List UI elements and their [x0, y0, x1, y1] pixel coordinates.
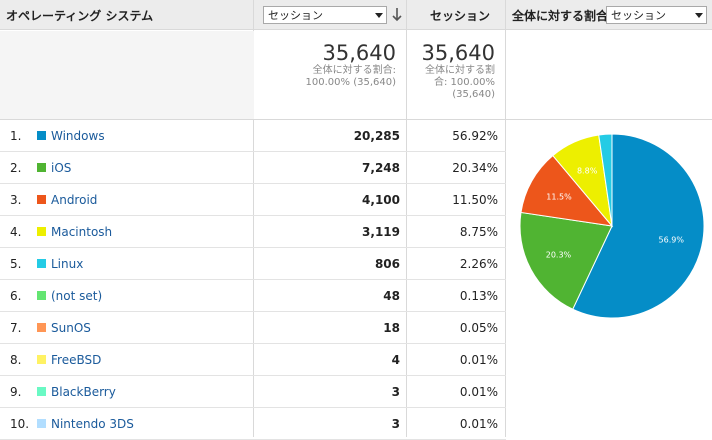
sessions-value: 20,285 [353, 129, 400, 143]
table-row: 8. FreeBSD 4 0.01% [0, 344, 506, 376]
row-index: 9. [10, 385, 22, 399]
metric-pct-line: 合: 100.00% [433, 77, 495, 88]
sessions-percent: 20.34% [452, 161, 498, 175]
chevron-down-icon [695, 13, 703, 18]
table-header: オペレーティング システム セッション セッション 全体に対する割合: セッショ… [0, 0, 712, 30]
metric-pct-line: 全体に対する割 [425, 65, 495, 76]
table-row: 2. iOS 7,248 20.34% [0, 152, 506, 184]
sessions-value: 4,100 [362, 193, 400, 207]
pie-metric-select[interactable]: セッション [606, 6, 707, 24]
row-index: 2. [10, 161, 22, 175]
sessions-percent: 56.92% [452, 129, 498, 143]
row-index: 8. [10, 353, 22, 367]
sessions-value: 4 [391, 353, 400, 367]
pie-slice-linux[interactable] [598, 133, 613, 227]
os-link[interactable]: BlackBerry [51, 385, 116, 399]
os-link[interactable]: Macintosh [51, 225, 113, 239]
sessions-value: 7,248 [362, 161, 400, 175]
chevron-down-icon [375, 13, 383, 18]
column-divider [253, 0, 254, 437]
sessions-value: 806 [374, 257, 400, 271]
legend-swatch [37, 131, 46, 140]
sessions-value: 48 [383, 289, 400, 303]
metric-total: 35,640 [421, 41, 495, 65]
os-link[interactable]: Windows [51, 129, 105, 143]
sessions-percent: 11.50% [452, 193, 498, 207]
sessions-pct-label: 全体に対する割合: [312, 65, 396, 76]
sessions-percent: 0.13% [459, 289, 498, 303]
os-link[interactable]: Linux [51, 257, 84, 271]
pie-slice-label: 11.5% [546, 192, 572, 201]
table-row: 1. Windows 20,285 56.92% [0, 120, 506, 152]
table-row: 3. Android 4,100 11.50% [0, 184, 506, 216]
metric-pct-line: (35,640) [452, 89, 495, 100]
column-divider [406, 0, 407, 437]
divider [0, 119, 712, 120]
row-index: 3. [10, 193, 22, 207]
os-link[interactable]: Android [51, 193, 98, 207]
sort-arrow-icon[interactable] [391, 7, 403, 23]
legend-swatch [37, 163, 46, 172]
table-row: 4. Macintosh 3,119 8.75% [0, 216, 506, 248]
legend-swatch [37, 387, 46, 396]
pie-header-label: 全体に対する割合: [512, 8, 613, 23]
metric-select-value: セッション [268, 9, 323, 22]
pie-slice-label: 8.8% [577, 167, 598, 176]
sessions-percent: 2.26% [459, 257, 498, 271]
column-divider [505, 0, 506, 437]
row-index: 5. [10, 257, 22, 271]
table-row: 6. (not set) 48 0.13% [0, 280, 506, 312]
table-row: 5. Linux 806 2.26% [0, 248, 506, 280]
sessions-value: 18 [383, 321, 400, 335]
sessions-value: 3 [391, 385, 400, 399]
summary-metric: 35,640 全体に対する割 合: 100.00% (35,640) [407, 31, 505, 119]
row-index: 7. [10, 321, 22, 335]
legend-swatch [37, 355, 46, 364]
dimension-header[interactable]: オペレーティング システム [6, 8, 154, 23]
table-row: 7. SunOS 18 0.05% [0, 312, 506, 344]
sessions-percent: 8.75% [459, 225, 498, 239]
os-link[interactable]: SunOS [51, 321, 91, 335]
row-index: 6. [10, 289, 22, 303]
pie-metric-select-value: セッション [611, 9, 666, 22]
sessions-percent: 0.01% [459, 385, 498, 399]
legend-swatch [37, 227, 46, 236]
sessions-percent: 0.05% [459, 321, 498, 335]
sessions-value: 3,119 [362, 225, 400, 239]
table-row: 9. BlackBerry 3 0.01% [0, 376, 506, 408]
pie-slice-label: 56.9% [659, 235, 685, 244]
sessions-value: 3 [391, 417, 400, 431]
os-link[interactable]: (not set) [51, 289, 103, 303]
sessions-percent: 0.01% [459, 417, 498, 431]
pie-chart: 56.9% 20.3% 11.5% 8.8% [519, 133, 705, 319]
pie-slice-ios[interactable] [519, 211, 613, 310]
row-index: 1. [10, 129, 22, 143]
metric-column-header[interactable]: セッション [430, 8, 491, 23]
sessions-pct-value: 100.00% (35,640) [305, 77, 396, 88]
legend-swatch [37, 195, 46, 204]
os-link[interactable]: Nintendo 3DS [51, 417, 134, 431]
pie-slice-android[interactable] [520, 154, 614, 227]
legend-swatch [37, 419, 46, 428]
summary-row: 35,640 全体に対する割合: 100.00% (35,640) 35,640… [0, 31, 712, 119]
metric-select[interactable]: セッション [263, 6, 387, 24]
sessions-total: 35,640 [322, 41, 396, 65]
sessions-percent: 0.01% [459, 353, 498, 367]
os-link[interactable]: FreeBSD [51, 353, 102, 367]
legend-swatch [37, 259, 46, 268]
row-index: 4. [10, 225, 22, 239]
os-link[interactable]: iOS [51, 161, 72, 175]
table-row: 10. Nintendo 3DS 3 0.01% [0, 408, 506, 440]
legend-swatch [37, 323, 46, 332]
legend-swatch [37, 291, 46, 300]
row-index: 10. [10, 417, 30, 431]
pie-slice-label: 20.3% [546, 251, 572, 260]
summary-sessions: 35,640 全体に対する割合: 100.00% (35,640) [254, 31, 406, 119]
summary-blank-cell [0, 31, 254, 119]
pie-slice-windows[interactable] [572, 133, 705, 319]
